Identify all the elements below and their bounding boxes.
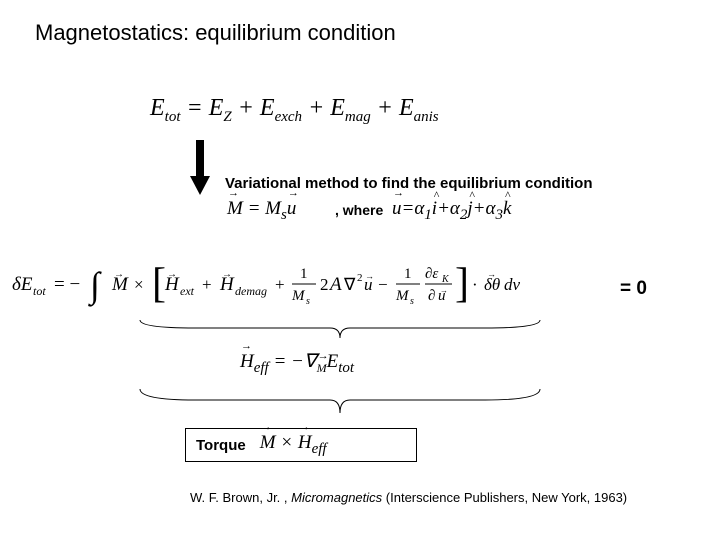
svg-text:δE: δE — [12, 274, 33, 295]
svg-text:1: 1 — [404, 266, 412, 282]
svg-text:·: · — [472, 275, 478, 294]
svg-text:∇: ∇ — [343, 275, 356, 294]
svg-text:K: K — [441, 274, 450, 285]
svg-text:s: s — [306, 296, 310, 307]
method-description: Variational method to find the equilibri… — [225, 175, 593, 192]
svg-text:]: ] — [455, 261, 469, 307]
torque-box: Torque M × Heff — [185, 428, 417, 462]
svg-text:2: 2 — [320, 275, 329, 294]
svg-text:−: − — [378, 275, 388, 294]
svg-text:M: M — [111, 274, 129, 295]
svg-text:H: H — [164, 274, 180, 295]
svg-text:∂: ∂ — [428, 288, 435, 304]
svg-text:[: [ — [152, 261, 166, 307]
svg-text:+: + — [275, 275, 285, 294]
svg-text:M: M — [291, 288, 306, 304]
equation-total-energy: Etot = EZ + Eexch + Emag + Eanis — [150, 95, 439, 126]
svg-text:1: 1 — [300, 266, 308, 282]
page-title: Magnetostatics: equilibrium condition — [35, 20, 396, 46]
brace-top-icon — [135, 318, 545, 342]
equation-magnetization: M = Msu — [227, 198, 296, 224]
svg-text:dv: dv — [504, 275, 521, 294]
svg-text:tot: tot — [33, 284, 46, 298]
svg-text:M: M — [395, 288, 410, 304]
svg-text:s: s — [410, 296, 414, 307]
citation-text: W. F. Brown, Jr. , Micromagnetics (Inter… — [190, 490, 627, 505]
svg-text:demag: demag — [235, 284, 267, 298]
svg-text:∂ε: ∂ε — [425, 266, 438, 282]
svg-text:×: × — [134, 275, 144, 294]
svg-text:u: u — [364, 275, 373, 294]
torque-equation: M × Heff — [260, 432, 327, 458]
svg-text:δθ: δθ — [484, 275, 500, 294]
equation-heff: Heff = −∇MEtot — [240, 350, 354, 377]
svg-text:ext: ext — [180, 284, 195, 298]
svg-text:2: 2 — [357, 272, 363, 284]
svg-text:A: A — [328, 274, 342, 295]
svg-text:+: + — [202, 275, 212, 294]
down-arrow-icon — [190, 140, 210, 195]
svg-text:∫: ∫ — [88, 265, 102, 307]
equation-variation: δE tot = − ∫ → M × [ → H ext + → H demag… — [12, 255, 612, 313]
svg-text:= −: = − — [54, 274, 80, 295]
svg-text:u: u — [438, 288, 446, 304]
equation-unit-vector: u=α1i+α2j+α3k — [392, 198, 511, 224]
brace-bottom-icon — [135, 387, 545, 415]
torque-label: Torque — [196, 437, 246, 454]
equals-zero-text: = 0 — [620, 278, 647, 300]
where-label: , where — [335, 202, 383, 218]
svg-text:H: H — [219, 274, 235, 295]
